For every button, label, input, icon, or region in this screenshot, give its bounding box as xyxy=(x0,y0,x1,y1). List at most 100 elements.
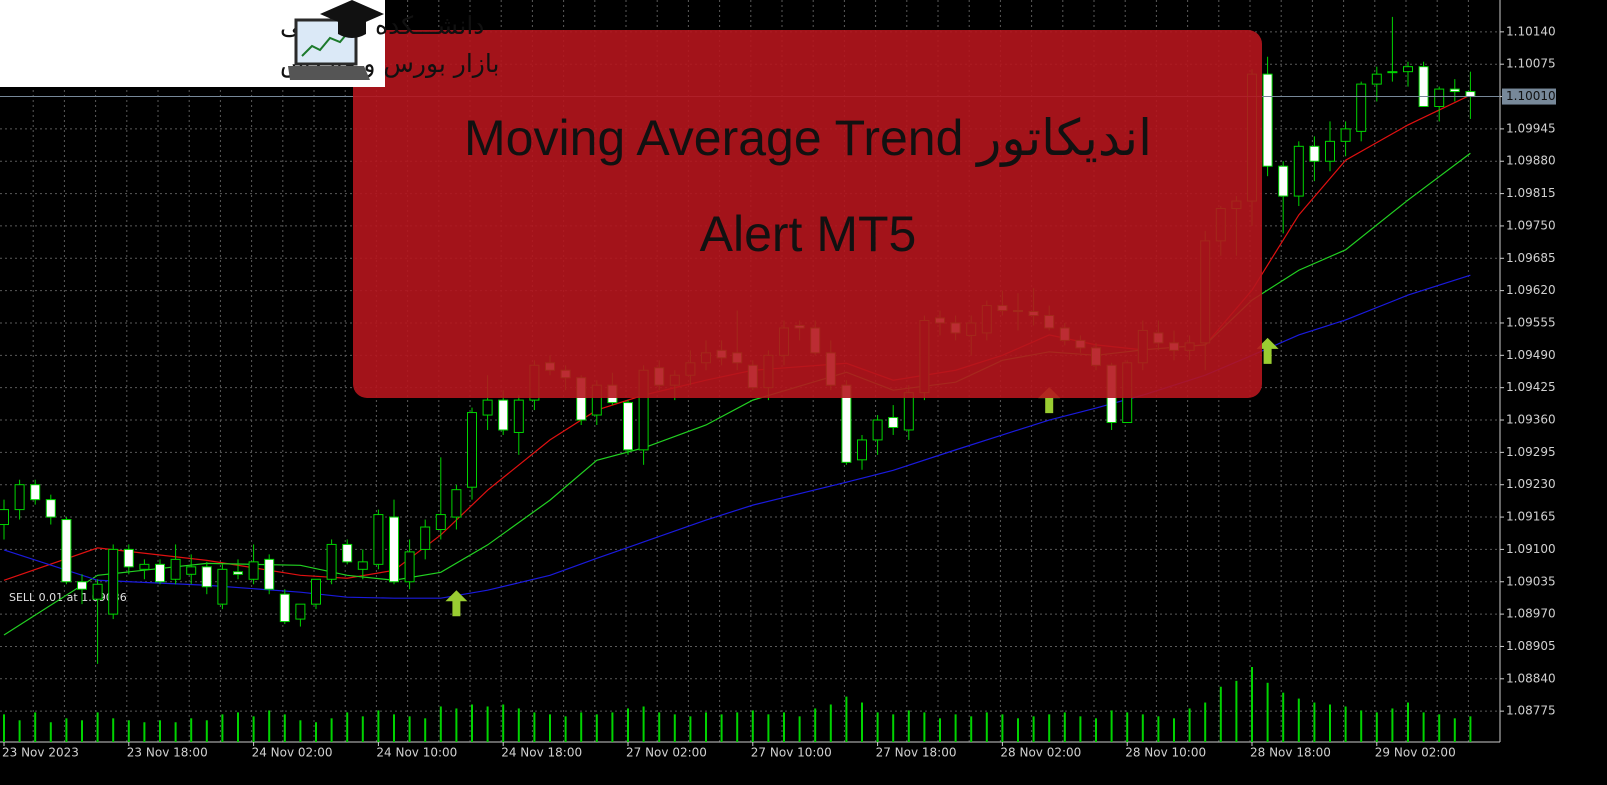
y-tick-label: 1.09750 xyxy=(1506,218,1556,232)
candle-body xyxy=(170,558,181,580)
x-tick-label: 28 Nov 10:00 xyxy=(1125,746,1206,760)
laptop-base xyxy=(288,66,370,80)
candle-body xyxy=(1434,88,1445,107)
grad-cap xyxy=(338,20,366,38)
y-tick-label: 1.09620 xyxy=(1506,283,1556,297)
candle-body xyxy=(435,514,446,531)
buy-signal xyxy=(1256,337,1279,364)
x-tick-label: 27 Nov 02:00 xyxy=(626,746,707,760)
candle-body xyxy=(1340,128,1351,142)
candle-body xyxy=(123,548,134,568)
logo: دانشـــکده آموزشی بازار بورس و فارکس xyxy=(0,0,499,87)
candle-body xyxy=(1371,73,1382,85)
candle-body xyxy=(1278,165,1289,197)
candle-body xyxy=(467,412,477,488)
candle-body xyxy=(857,439,867,461)
buy-signal xyxy=(445,590,468,617)
candle-body xyxy=(1387,71,1398,74)
candle-body xyxy=(389,516,399,583)
candle-body xyxy=(623,402,633,451)
candle-body xyxy=(404,551,415,583)
candle-body xyxy=(513,399,524,433)
banner xyxy=(353,30,1262,398)
y-tick-label: 1.09490 xyxy=(1506,348,1556,362)
y-tick-label: 1.09165 xyxy=(1506,510,1556,524)
x-tick-label: 24 Nov 10:00 xyxy=(376,746,457,760)
candle-body xyxy=(1465,91,1476,98)
candle-body xyxy=(872,419,883,441)
candle-body xyxy=(30,484,41,501)
candle-body xyxy=(201,566,212,588)
candle-body xyxy=(279,593,290,623)
candle-body xyxy=(326,543,337,580)
x-tick-label: 27 Nov 10:00 xyxy=(751,746,832,760)
candle-body xyxy=(1293,145,1304,197)
y-tick-label: 1.08970 xyxy=(1506,607,1556,621)
y-tick-label: 1.10075 xyxy=(1506,57,1556,71)
grad-cap xyxy=(320,0,384,28)
current-price-tag xyxy=(1502,88,1556,105)
candle-body xyxy=(92,583,103,600)
x-tick-label: 23 Nov 2023 xyxy=(2,746,79,760)
y-tick-label: 1.08905 xyxy=(1506,639,1556,653)
candle-body xyxy=(295,603,306,620)
candle-body xyxy=(342,543,353,563)
candle-body xyxy=(498,399,509,431)
candle-body xyxy=(373,514,384,565)
y-tick-label: 1.09815 xyxy=(1506,186,1556,200)
y-tick-label: 1.09425 xyxy=(1506,380,1556,394)
y-tick-label: 1.10140 xyxy=(1506,24,1556,38)
candle-body xyxy=(1356,83,1367,132)
candle-body xyxy=(14,484,25,511)
candle-body xyxy=(357,561,368,570)
x-tick-label: 23 Nov 18:00 xyxy=(127,746,208,760)
candle-body xyxy=(1418,66,1429,107)
x-tick-label: 28 Nov 18:00 xyxy=(1250,746,1331,760)
candle-body xyxy=(264,558,275,590)
banner-title: اندیکاتور Moving Average Trend xyxy=(464,110,1152,167)
x-tick-label: 24 Nov 18:00 xyxy=(501,746,582,760)
candle-body xyxy=(1309,145,1320,162)
y-tick-label: 1.09555 xyxy=(1506,315,1556,329)
candle-body xyxy=(1449,88,1460,93)
x-tick-label: 24 Nov 02:00 xyxy=(252,746,333,760)
y-tick-label: 1.09035 xyxy=(1506,574,1556,588)
banner-title: Alert MT5 xyxy=(700,206,917,262)
candle-body xyxy=(420,526,431,550)
candle-body xyxy=(248,561,259,580)
candle-body xyxy=(139,563,150,570)
y-tick-label: 1.08775 xyxy=(1506,704,1556,718)
candle-body xyxy=(311,578,321,605)
candle-body xyxy=(1403,66,1413,73)
y-tick-label: 1.09360 xyxy=(1506,413,1556,427)
candle-body xyxy=(0,509,9,526)
candle-body xyxy=(233,571,243,575)
candle-body xyxy=(45,499,56,518)
candle-body xyxy=(155,563,165,583)
candle-body xyxy=(888,417,899,428)
candle-body xyxy=(903,392,914,431)
candle-body xyxy=(482,399,493,416)
candle-body xyxy=(61,519,72,583)
candle-body xyxy=(451,489,462,518)
candle-body xyxy=(186,566,197,575)
x-tick-label: 27 Nov 18:00 xyxy=(876,746,957,760)
y-tick-label: 1.09230 xyxy=(1506,477,1556,491)
y-tick-label: 1.09295 xyxy=(1506,445,1556,459)
laptop-chart xyxy=(301,29,351,57)
x-tick-label: 29 Nov 02:00 xyxy=(1375,746,1456,760)
y-tick-label: 1.09880 xyxy=(1506,154,1556,168)
y-tick-label: 1.09945 xyxy=(1506,121,1556,135)
y-tick-label: 1.09100 xyxy=(1506,542,1556,556)
candle-body xyxy=(108,548,119,615)
candle-body xyxy=(77,581,87,590)
candle-body xyxy=(217,568,228,605)
y-tick-label: 1.08840 xyxy=(1506,671,1556,685)
candle-body xyxy=(1325,140,1335,162)
y-tick-label: 1.09685 xyxy=(1506,251,1556,265)
current-price-label: 1.10010 xyxy=(1506,89,1556,103)
candle-body xyxy=(1262,73,1273,167)
x-tick-label: 28 Nov 02:00 xyxy=(1000,746,1081,760)
